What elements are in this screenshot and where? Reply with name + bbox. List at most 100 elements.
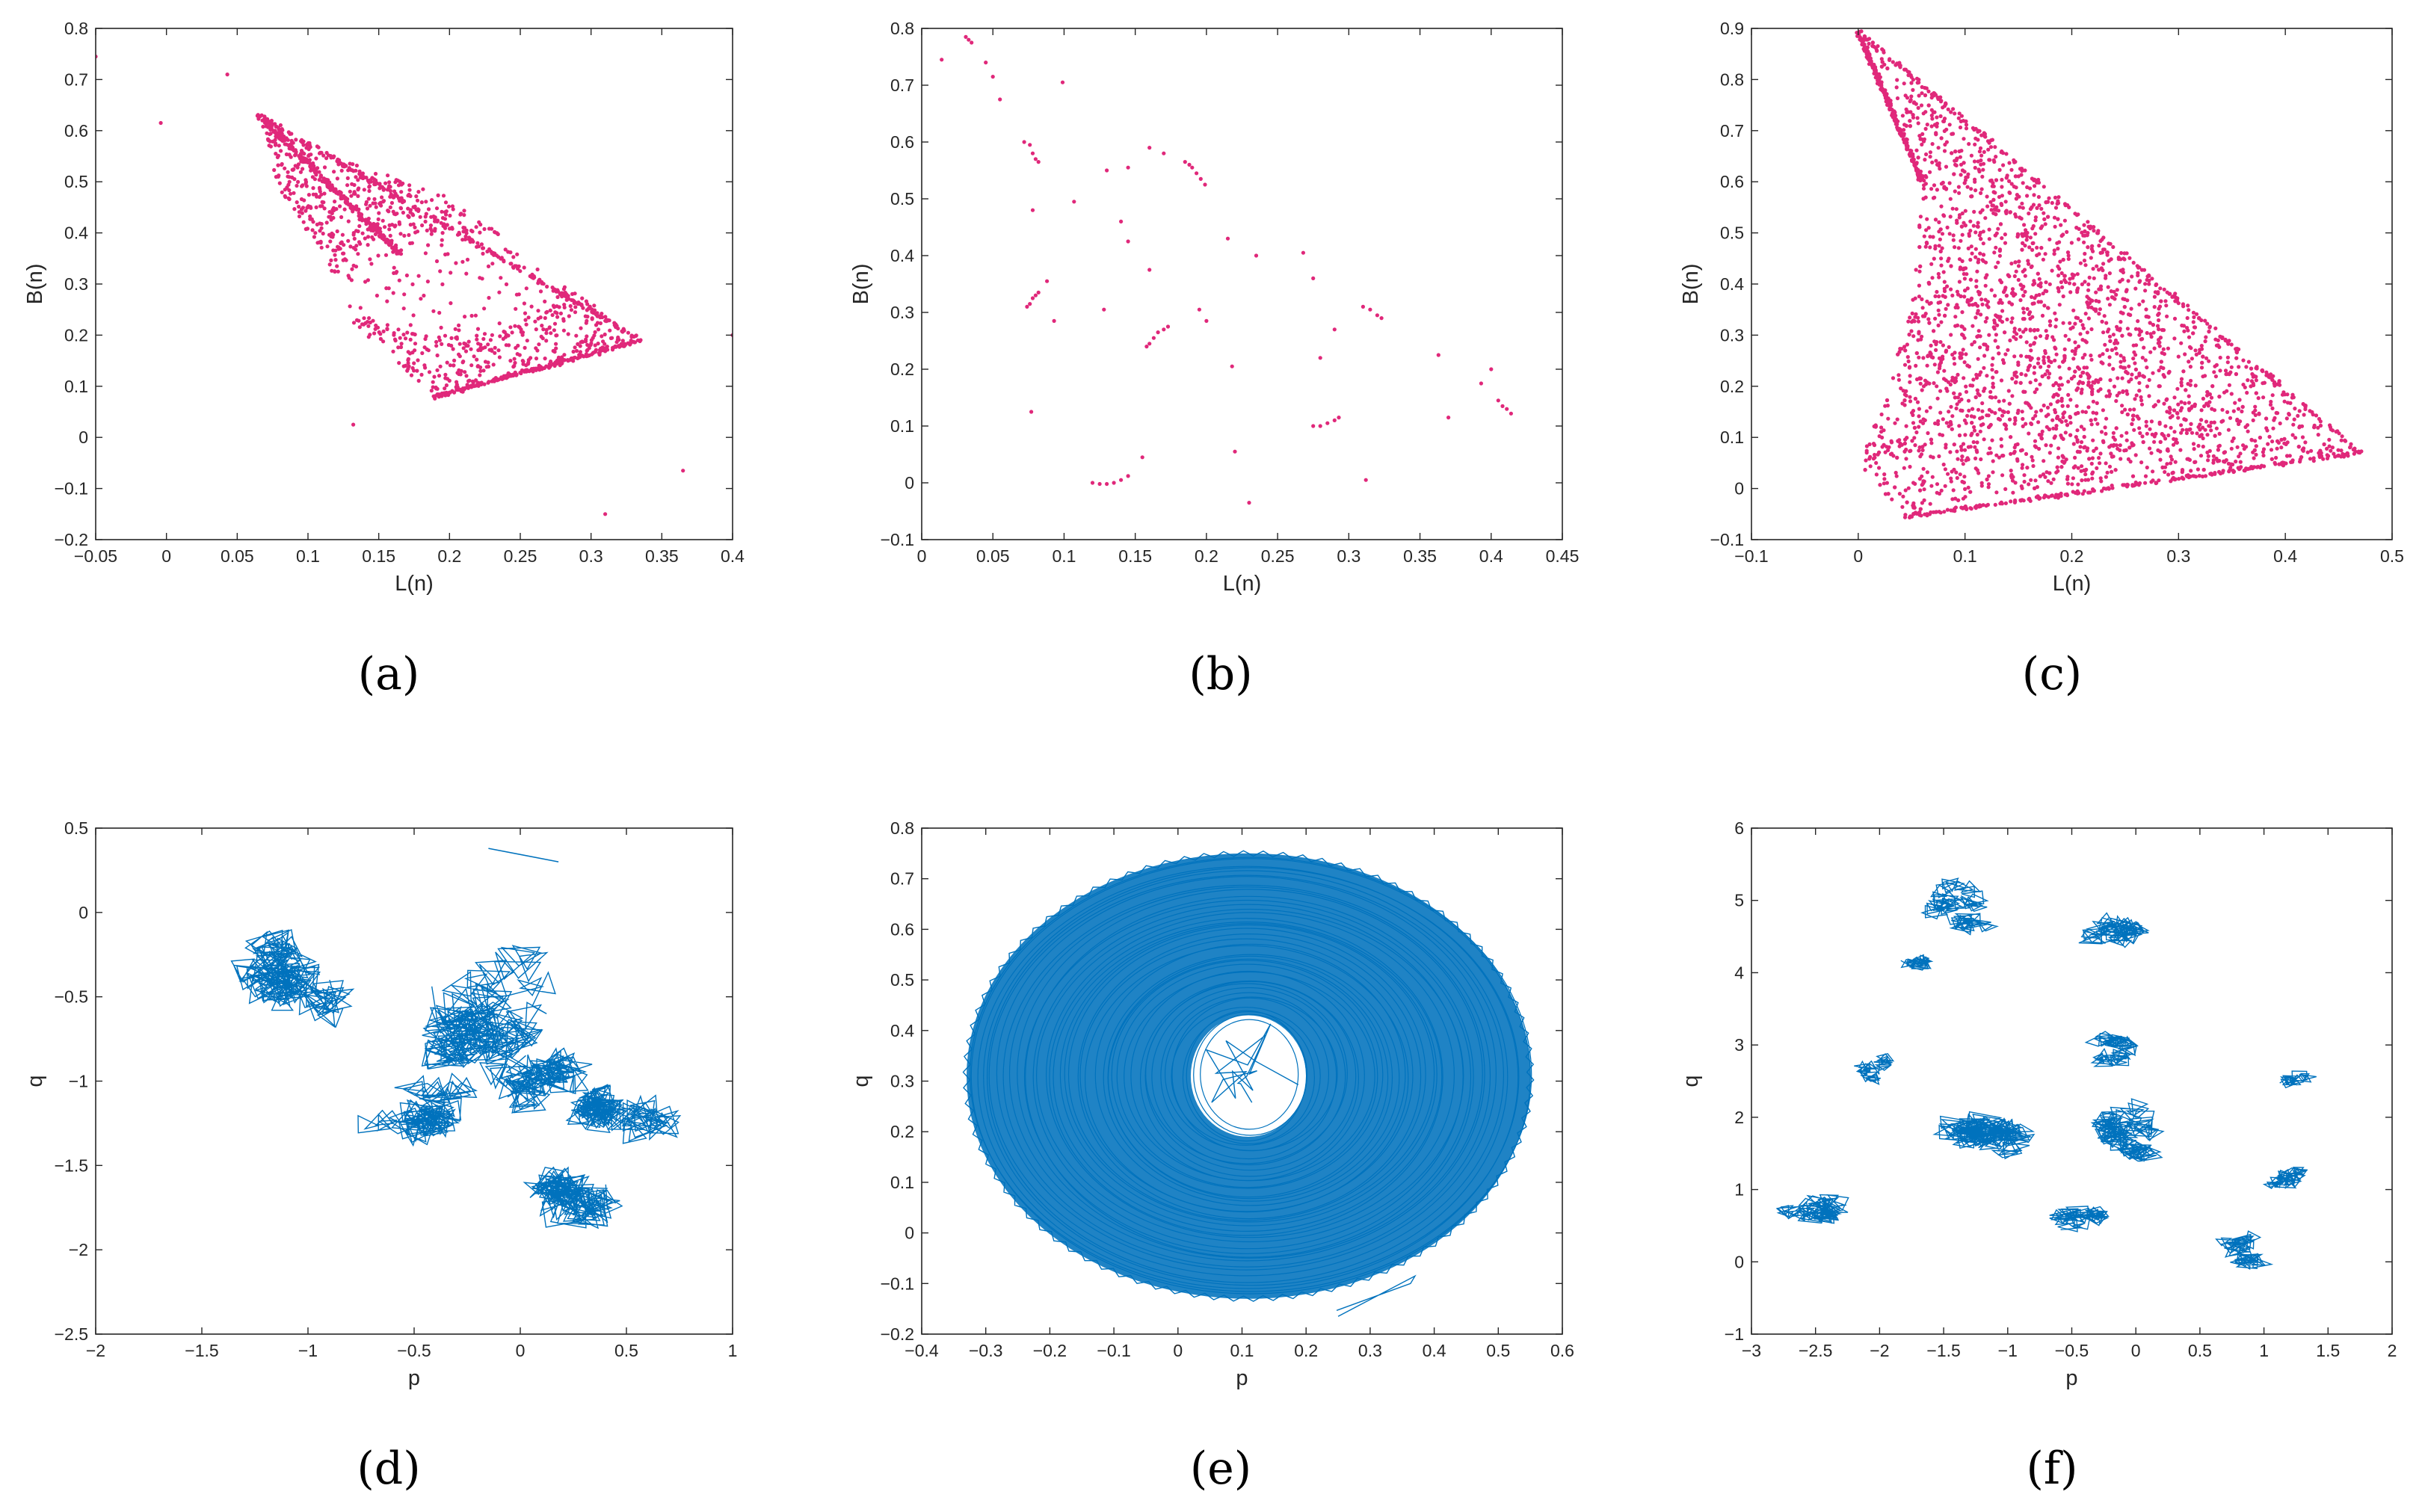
scatter-point bbox=[299, 139, 303, 144]
scatter-point bbox=[451, 207, 455, 212]
scatter-point bbox=[2151, 469, 2155, 474]
scatter-point bbox=[2288, 401, 2293, 405]
scatter-point bbox=[1926, 226, 1931, 230]
scatter-point bbox=[2025, 466, 2030, 470]
scatter-point bbox=[1972, 425, 1976, 430]
scatter-point bbox=[2033, 486, 2037, 491]
scatter-point bbox=[2058, 376, 2062, 380]
scatter-point bbox=[2042, 459, 2046, 463]
scatter-point bbox=[1958, 392, 1962, 397]
scatter-point bbox=[2003, 501, 2008, 506]
scatter-point bbox=[310, 175, 315, 179]
scatter-point bbox=[1489, 367, 1494, 371]
scatter-point bbox=[2039, 284, 2043, 288]
scatter-point bbox=[1974, 279, 1979, 283]
scatter-point bbox=[2061, 436, 2065, 442]
scatter-point bbox=[2086, 373, 2091, 377]
scatter-point bbox=[2329, 448, 2333, 453]
y-tick-label: 0.8 bbox=[890, 19, 914, 38]
scatter-point bbox=[2034, 495, 2039, 499]
scatter-point bbox=[1942, 280, 1947, 284]
scatter-point bbox=[1979, 237, 1983, 241]
scatter-point bbox=[426, 243, 431, 247]
scatter-point bbox=[1946, 303, 1950, 307]
scatter-point bbox=[1997, 318, 2002, 322]
scatter-point bbox=[1959, 458, 1964, 463]
scatter-point bbox=[321, 179, 326, 183]
scatter-point bbox=[2089, 247, 2094, 251]
scatter-point bbox=[461, 346, 466, 351]
scatter-point bbox=[1957, 191, 1962, 195]
scatter-point bbox=[1954, 470, 1959, 475]
scatter-point bbox=[2235, 445, 2240, 449]
scatter-point bbox=[2046, 495, 2051, 499]
scatter-point bbox=[1966, 457, 1970, 462]
scatter-point bbox=[1917, 376, 1922, 380]
scatter-point bbox=[1911, 78, 1915, 82]
scatter-point bbox=[2157, 340, 2162, 345]
scatter-point bbox=[2205, 433, 2210, 437]
scatter-point bbox=[2021, 241, 2025, 245]
scatter-point bbox=[366, 335, 371, 339]
scatter-point bbox=[2152, 434, 2157, 439]
scatter-point bbox=[2124, 431, 2129, 435]
scatter-point bbox=[487, 295, 491, 300]
scatter-point bbox=[449, 301, 453, 306]
scatter-point bbox=[538, 289, 543, 294]
scatter-point bbox=[2033, 336, 2038, 340]
scatter-point bbox=[2018, 380, 2023, 385]
scatter-point bbox=[1911, 87, 1915, 92]
scatter-point bbox=[1948, 420, 1953, 425]
scatter-point bbox=[2010, 394, 2015, 398]
scatter-point bbox=[616, 326, 620, 331]
scatter-point bbox=[2092, 448, 2096, 453]
scatter-point bbox=[1978, 146, 1983, 150]
scatter-point bbox=[1957, 424, 1962, 428]
scatter-point bbox=[2234, 356, 2239, 360]
plot-area-c bbox=[1855, 29, 2364, 520]
scatter-point bbox=[580, 296, 585, 300]
scatter-point bbox=[401, 333, 406, 337]
scatter-point bbox=[629, 333, 634, 338]
y-tick-label: 0.3 bbox=[890, 303, 914, 322]
scatter-point bbox=[324, 220, 329, 225]
scatter-point bbox=[2037, 433, 2042, 437]
scatter-point bbox=[1446, 416, 1451, 420]
scatter-point bbox=[576, 301, 580, 306]
scatter-point bbox=[600, 348, 605, 352]
scatter-point bbox=[2090, 472, 2095, 476]
scatter-point bbox=[1959, 324, 1964, 329]
scatter-point bbox=[1891, 376, 1896, 380]
scatter-point bbox=[363, 280, 368, 284]
scatter-point bbox=[330, 235, 335, 239]
scatter-point bbox=[2073, 340, 2077, 345]
scatter-point bbox=[2100, 319, 2104, 324]
chart-c: −0.1 0 0.1 0.2 0.3 0.4 0.5−0.100.10.20.30.40.5… bbox=[1679, 19, 2404, 596]
scatter-point bbox=[2056, 399, 2060, 404]
scatter-point bbox=[289, 191, 293, 196]
scatter-point bbox=[2056, 247, 2060, 251]
scatter-point bbox=[1951, 488, 1956, 493]
scatter-point bbox=[1921, 466, 1926, 471]
scatter-point bbox=[2166, 472, 2171, 477]
scatter-point bbox=[2166, 346, 2170, 351]
scatter-point bbox=[1942, 510, 1947, 514]
scatter-point bbox=[2055, 465, 2059, 469]
scatter-point bbox=[491, 362, 496, 367]
scatter-point bbox=[2282, 399, 2287, 404]
scatter-point bbox=[1311, 424, 1316, 428]
scatter-point bbox=[2254, 444, 2258, 448]
scatter-point bbox=[518, 269, 523, 274]
scatter-point bbox=[1917, 407, 1921, 411]
scatter-point bbox=[466, 344, 470, 348]
scatter-point bbox=[1935, 396, 1940, 401]
scatter-point bbox=[401, 306, 406, 311]
scatter-point bbox=[2212, 420, 2216, 425]
scatter-point bbox=[2325, 456, 2330, 461]
scatter-point bbox=[1899, 347, 1904, 351]
scatter-point bbox=[1955, 156, 1959, 161]
scatter-point bbox=[2264, 370, 2269, 374]
scatter-point bbox=[2189, 378, 2193, 383]
scatter-point bbox=[503, 247, 508, 252]
scatter-point bbox=[2086, 380, 2091, 385]
